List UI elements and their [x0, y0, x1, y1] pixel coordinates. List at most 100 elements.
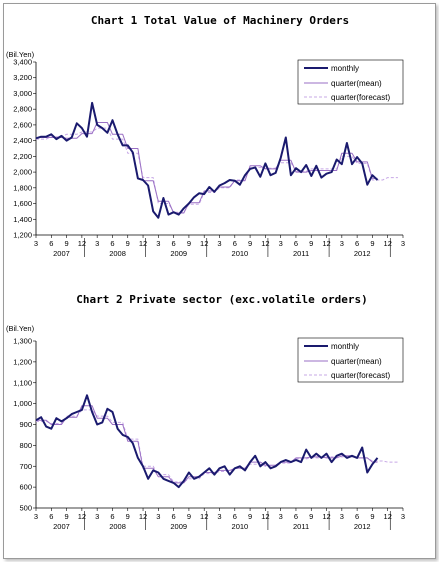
y-tick-label: 700	[19, 462, 32, 471]
x-tick-label: 3	[156, 512, 160, 521]
x-tick-label: 9	[370, 512, 374, 521]
x-tick-label: 3	[401, 512, 405, 521]
x-tick-label: 12	[139, 239, 147, 248]
x-tick-label: 3	[95, 512, 99, 521]
x-tick-label: 3	[340, 239, 344, 248]
x-tick-labels: 3 6 9 12 3 6 9 12 3 6 9 12 3 6 9 12 3 6 9 12 3 6 9 12 3	[34, 512, 405, 521]
x-tick-label: 12	[261, 239, 269, 248]
x-tick-label: 6	[110, 512, 114, 521]
x-tick-label: 9	[64, 239, 68, 248]
x-tick-label: 6	[110, 239, 114, 248]
legend-label-mean: quarter(mean)	[331, 79, 382, 88]
x-tick-label: 12	[139, 512, 147, 521]
legend-label-mean: quarter(mean)	[331, 357, 382, 366]
x-tick-labels: 3 6 9 12 3 6 9 12 3 6 9 12 3 6 9 12 3 6 9 12 3 6 9 12 3	[34, 239, 405, 248]
series-line-quarter-forecast-	[36, 127, 398, 213]
x-tick-label: 9	[309, 512, 313, 521]
x-tick-label: 12	[384, 512, 392, 521]
year-label: 2008	[109, 249, 126, 258]
y-tick-label: 1,800	[13, 183, 32, 192]
y-tick-label: 1,000	[13, 399, 32, 408]
legend-label-monthly: monthly	[331, 64, 359, 73]
y-tick-label: 1,400	[13, 215, 32, 224]
x-tick-label: 9	[309, 239, 313, 248]
year-label: 2009	[170, 249, 187, 258]
x-tick-label: 6	[233, 512, 237, 521]
year-label: 2008	[109, 522, 126, 531]
x-tick-label: 12	[322, 239, 330, 248]
x-tick-label: 3	[95, 239, 99, 248]
year-label: 2011	[293, 522, 309, 531]
year-labels: 2007 2008 2009 2010 2011 2012	[53, 249, 370, 258]
x-tick-label: 6	[355, 239, 359, 248]
year-label: 2010	[232, 249, 249, 258]
year-label: 2007	[53, 522, 70, 531]
y-tick-label: 3,400	[13, 58, 32, 67]
year-label: 2009	[170, 522, 187, 531]
y-tick-label: 2,200	[13, 152, 32, 161]
y-tick-label: 800	[19, 441, 32, 450]
chart-title: Chart 2 Private sector (exc.volatile ord…	[76, 293, 367, 306]
x-tick-label: 6	[355, 512, 359, 521]
x-tick-label: 3	[340, 512, 344, 521]
y-axis-label: (Bil.Yen)	[6, 324, 35, 333]
series-line-monthly	[35, 101, 379, 219]
y-tick-label: 1,100	[13, 378, 32, 387]
x-tick-label: 12	[261, 512, 269, 521]
year-labels: 2007 2008 2009 2010 2011 2012	[53, 522, 370, 531]
x-tick-label: 3	[279, 239, 283, 248]
x-tick-label: 9	[370, 239, 374, 248]
legend-label-monthly: monthly	[331, 342, 359, 351]
y-tick-label: 2,400	[13, 136, 32, 145]
y-tick-label: 3,000	[13, 89, 32, 98]
x-tick-label: 3	[34, 239, 38, 248]
x-tick-label: 6	[294, 239, 298, 248]
y-tick-labels: 500 600 700 800 900 1,000 1,100 1,200 1,300	[13, 337, 32, 513]
x-tick-label: 9	[64, 512, 68, 521]
legend: monthly quarter(mean) quarter(forecast)	[297, 337, 404, 383]
y-tick-label: 2,800	[13, 105, 32, 114]
x-tick-label: 12	[200, 512, 208, 521]
chart-2: Chart 2 Private sector (exc.volatile ord…	[6, 293, 405, 531]
y-axis-label: (Bil.Yen)	[6, 50, 35, 59]
x-tick-label: 6	[294, 512, 298, 521]
x-tick-label: 6	[233, 239, 237, 248]
series-lines	[35, 394, 398, 489]
x-tick-label: 12	[200, 239, 208, 248]
x-tick-label: 9	[126, 512, 130, 521]
y-tick-labels: 1,200 1,400 1,600 1,800 2,000 2,200 2,400 2,600…	[13, 58, 32, 240]
year-label: 2010	[232, 522, 249, 531]
x-tick-label: 12	[78, 239, 86, 248]
y-tick-label: 2,000	[13, 168, 32, 177]
x-tick-label: 3	[401, 239, 405, 248]
y-tick-label: 1,300	[13, 337, 32, 346]
x-tick-label: 9	[248, 512, 252, 521]
legend-label-forecast: quarter(forecast)	[331, 371, 390, 380]
x-tick-label: 3	[34, 512, 38, 521]
series-line-monthly	[35, 394, 379, 489]
axes	[33, 340, 404, 530]
series-lines	[35, 101, 398, 219]
x-tick-label: 6	[172, 239, 176, 248]
y-tick-label: 3,200	[13, 73, 32, 82]
chart-1: Chart 1 Total Value of Machinery Orders …	[6, 14, 405, 258]
x-tick-label: 9	[187, 512, 191, 521]
x-tick-label: 6	[49, 239, 53, 248]
x-tick-label: 9	[126, 239, 130, 248]
y-tick-label: 1,600	[13, 199, 32, 208]
x-tick-label: 3	[279, 512, 283, 521]
legend: monthly quarter(mean) quarter(forecast)	[297, 59, 404, 105]
y-tick-label: 1,200	[13, 357, 32, 366]
x-tick-label: 9	[248, 239, 252, 248]
y-tick-label: 2,600	[13, 120, 32, 129]
year-label: 2011	[293, 249, 309, 258]
x-tick-label: 6	[172, 512, 176, 521]
x-tick-label: 12	[78, 512, 86, 521]
chart-title: Chart 1 Total Value of Machinery Orders	[91, 14, 349, 27]
x-tick-label: 12	[322, 512, 330, 521]
legend-label-forecast: quarter(forecast)	[331, 93, 390, 102]
y-tick-label: 900	[19, 420, 32, 429]
x-tick-label: 3	[156, 239, 160, 248]
x-tick-label: 3	[217, 239, 221, 248]
year-label: 2007	[53, 249, 70, 258]
